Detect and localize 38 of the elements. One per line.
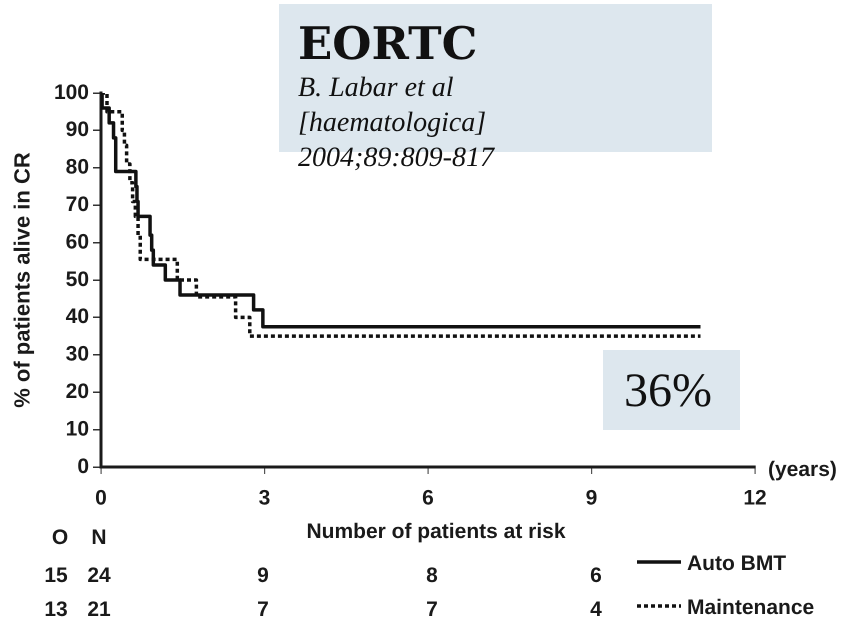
x-tick-label: 9 [586, 486, 598, 510]
text: 13 [44, 598, 68, 621]
annotation: [haematologica] [298, 107, 486, 139]
annotation: 36% [624, 362, 712, 418]
y-tick-label: 40 [66, 305, 89, 328]
y-tick-label: 0 [77, 454, 89, 478]
y-tick-label: 10 [66, 417, 89, 440]
y-axis-title: % of patients alive in CR [9, 152, 34, 408]
x-tick-label: 12 [743, 486, 767, 510]
x-tick-label: 3 [258, 486, 270, 510]
y-tick-label: 90 [66, 118, 89, 142]
text: 8 [426, 564, 438, 587]
legend-label: Auto BMT [687, 552, 786, 575]
text: 7 [426, 598, 438, 621]
x-tick-label: 6 [422, 486, 434, 510]
y-tick-label: 70 [66, 192, 89, 216]
y-tick-label: 60 [66, 230, 89, 254]
chart-title: EORTC [298, 17, 478, 70]
text: 24 [87, 564, 111, 587]
text: N [91, 526, 107, 549]
text: O [52, 526, 68, 549]
text: 9 [257, 564, 269, 587]
annotation: B. Labar et al [298, 72, 454, 104]
text: 7 [257, 598, 269, 621]
text: 15 [44, 564, 68, 587]
y-tick-label: 80 [66, 156, 89, 179]
text: 6 [590, 564, 602, 587]
x-tick-label: 0 [95, 486, 107, 510]
text: 21 [87, 598, 111, 621]
y-tick-label: 50 [66, 268, 89, 291]
x-axis-title: (years) [768, 458, 837, 481]
text: 4 [590, 598, 602, 621]
y-tick-label: 30 [66, 342, 89, 366]
annotation: 2004;89:809-817 [298, 142, 494, 174]
y-tick-label: 100 [54, 80, 89, 104]
legend-label: Maintenance [687, 596, 814, 619]
y-tick-label: 20 [66, 380, 89, 403]
text: Number of patients at risk [306, 520, 566, 543]
